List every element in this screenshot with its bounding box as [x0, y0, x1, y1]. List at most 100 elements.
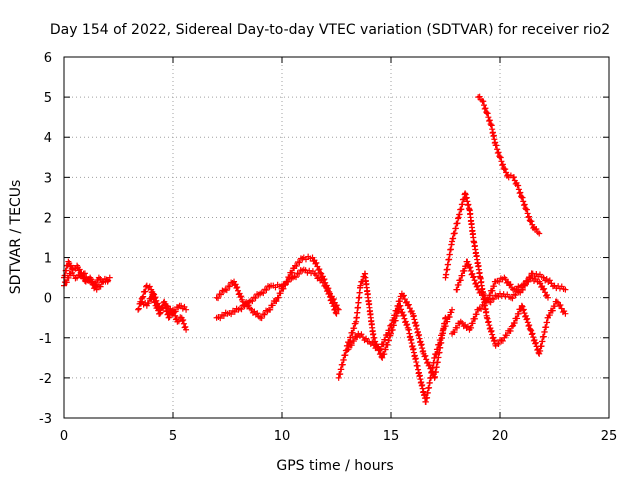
data-point: [135, 305, 142, 312]
data-point: [496, 278, 503, 285]
x-tick-label: 5: [169, 429, 177, 444]
data-point: [165, 314, 172, 321]
data-point: [231, 308, 238, 315]
data-point: [473, 280, 480, 287]
data-point: [546, 312, 553, 319]
data-points: [61, 93, 569, 405]
data-point: [395, 302, 402, 309]
data-point: [183, 306, 190, 313]
data-point: [513, 286, 520, 293]
data-point: [562, 310, 569, 317]
data-point: [396, 298, 403, 305]
data-point: [482, 105, 489, 112]
data-point: [326, 290, 333, 297]
data-point: [361, 273, 368, 280]
data-point: [473, 311, 480, 318]
data-point: [277, 290, 284, 297]
data-point: [511, 319, 518, 326]
data-point: [525, 323, 532, 330]
data-point: [525, 214, 532, 221]
data-point: [520, 198, 527, 205]
data-point: [179, 317, 186, 324]
data-point: [293, 263, 300, 270]
data-point: [313, 259, 320, 266]
data-point: [514, 315, 521, 322]
data-point: [345, 346, 352, 353]
data-point: [499, 161, 506, 168]
data-point: [524, 319, 531, 326]
data-point: [261, 311, 268, 318]
data-point: [522, 205, 529, 212]
data-point: [484, 110, 491, 117]
data-point: [520, 307, 527, 314]
data-point: [557, 302, 564, 309]
data-point: [269, 302, 276, 309]
data-point: [180, 316, 187, 323]
data-point: [446, 313, 453, 320]
data-point: [491, 283, 498, 290]
data-point: [296, 259, 303, 266]
data-point: [486, 117, 493, 124]
data-point: [350, 338, 357, 345]
data-point: [316, 266, 323, 273]
data-point: [459, 272, 466, 279]
data-point: [493, 142, 500, 149]
data-point: [522, 312, 529, 319]
plot-frame: [63, 56, 610, 419]
data-point: [481, 302, 488, 309]
data-point: [348, 342, 355, 349]
data-point: [532, 339, 539, 346]
data-point: [528, 331, 535, 338]
data-point: [157, 309, 164, 316]
data-point: [481, 105, 488, 112]
data-point: [318, 276, 325, 283]
data-point: [81, 270, 88, 277]
data-point: [480, 290, 487, 297]
data-point: [543, 291, 550, 298]
data-point: [148, 295, 155, 302]
data-point: [486, 117, 493, 124]
chart-title: Day 154 of 2022, Sidereal Day-to-day VTE…: [50, 22, 610, 38]
x-tick-label: 0: [60, 429, 68, 444]
data-point: [509, 295, 516, 302]
data-point: [319, 279, 326, 286]
data-point: [386, 327, 393, 334]
data-point: [494, 146, 501, 153]
data-point: [388, 321, 395, 328]
data-point: [473, 283, 480, 290]
data-point: [97, 283, 104, 290]
y-tick-label: -3: [39, 412, 52, 427]
data-point: [282, 282, 289, 289]
data-point: [487, 121, 494, 128]
data-point: [489, 287, 496, 294]
data-point: [217, 315, 224, 322]
data-point: [408, 307, 415, 314]
data-point: [480, 98, 487, 105]
data-point: [351, 325, 358, 332]
data-point: [518, 193, 525, 200]
data-point: [145, 300, 152, 307]
data-point: [384, 341, 391, 348]
data-point: [333, 302, 340, 309]
data-point: [472, 315, 479, 322]
data-point: [382, 346, 389, 353]
data-point: [523, 316, 530, 323]
data-point: [175, 318, 182, 325]
x-axis-label: GPS time / hours: [276, 458, 393, 474]
data-point: [533, 226, 540, 233]
data-point: [521, 281, 528, 288]
data-point: [160, 305, 167, 312]
data-point: [249, 298, 256, 305]
data-point: [317, 269, 324, 276]
data-point: [226, 283, 233, 290]
data-point: [63, 279, 70, 286]
data-point: [215, 295, 222, 302]
data-point: [530, 334, 537, 341]
data-point: [467, 267, 474, 274]
data-point: [167, 305, 174, 312]
axis-ticks: 0 5 10 15 20 25 -3 -2 -1 0 1 2 3 4 5 6: [39, 51, 617, 444]
data-point: [528, 218, 535, 225]
data-point: [529, 330, 536, 337]
data-point: [470, 274, 477, 281]
data-point: [515, 182, 522, 189]
